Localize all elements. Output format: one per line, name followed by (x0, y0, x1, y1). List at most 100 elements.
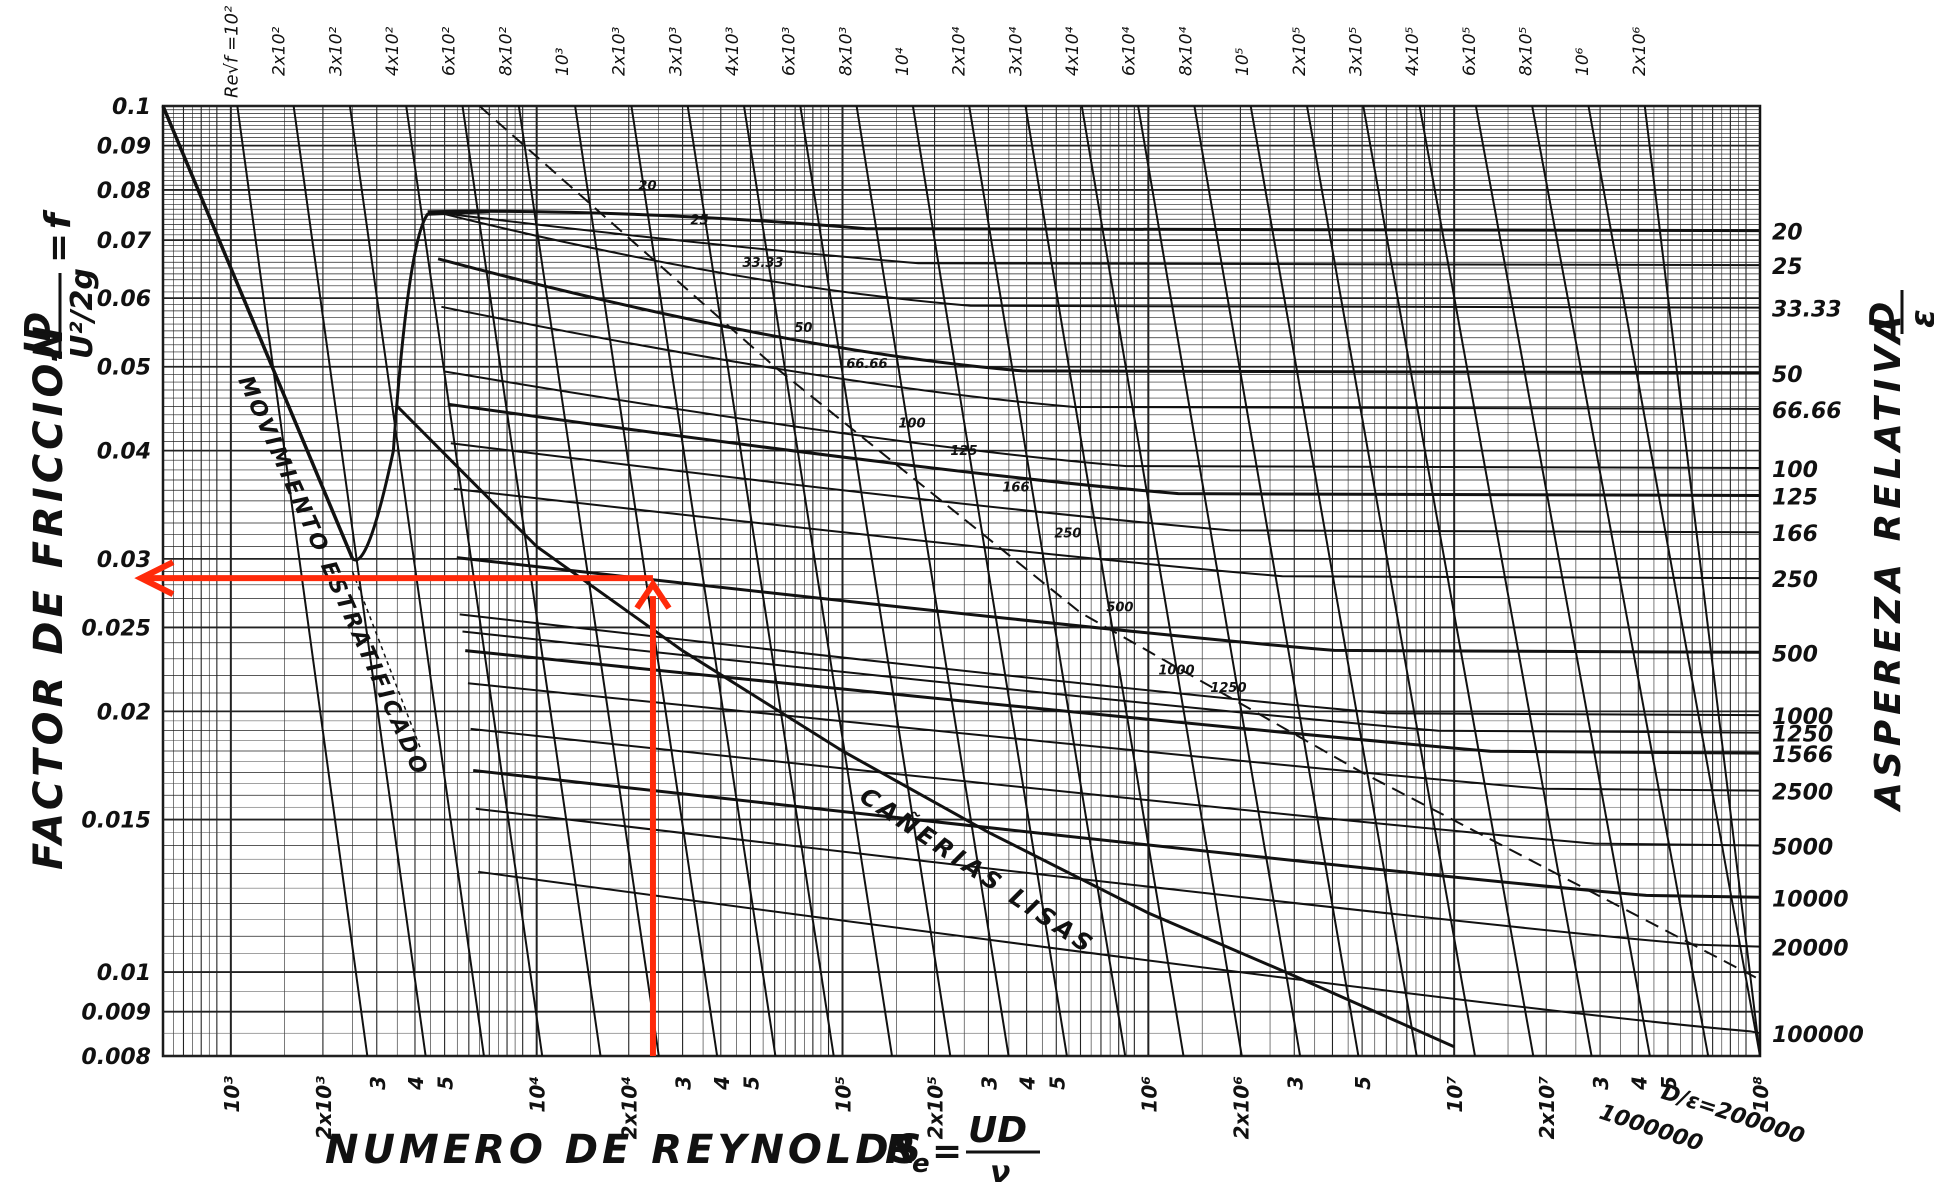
roughness-curve (431, 210, 1761, 267)
roughness-curve (444, 370, 1761, 469)
x-tick-group: 4 (404, 1076, 428, 1091)
top-tick-group: 2x10⁵ (1290, 26, 1310, 76)
y-axis-label: FACTOR DE FRICCION (26, 322, 72, 870)
top-tick-group: 8x10³ (836, 26, 856, 76)
top-tick-group: 4x10⁵ (1403, 26, 1423, 76)
roughness-label: 1250 (1772, 723, 1833, 748)
x-tick-label: 5 (739, 1076, 763, 1090)
top-tick-label: 6x10⁴ (1120, 26, 1140, 76)
x-axis-formula-num: UD (968, 1110, 1027, 1151)
roughness-curve (475, 807, 1761, 948)
x-tick-group: 10⁸ (1749, 1076, 1773, 1113)
top-tick-group: 8x10⁴ (1176, 26, 1196, 76)
top-tick-label: 3x10² (326, 26, 346, 76)
top-tick-label: 4x10³ (723, 26, 743, 76)
top-tick-group: 6x10⁴ (1120, 26, 1140, 76)
top-tick-group: 6x10³ (780, 26, 800, 76)
x-tick-group: 10³ (220, 1076, 244, 1113)
x-axis-formula-eq: = (932, 1131, 962, 1172)
roughness-curve (473, 768, 1761, 899)
x-tick-label: 2x10⁶ (1229, 1076, 1253, 1140)
roughness-inline-label: 66.66 (846, 357, 887, 372)
ref-diagonal-line (1418, 105, 1593, 1057)
y-tick-label: 0.015 (81, 809, 151, 834)
y-axis-formula-eq: = (38, 233, 79, 263)
x-axis-label: NUMERO DE REYNOLDS (325, 1127, 925, 1173)
stratified-dashed-line (351, 571, 423, 752)
roughness-label: 100 (1772, 458, 1818, 483)
x-tick-group: 10⁶ (1137, 1076, 1161, 1113)
y-tick-label: 0.009 (81, 1001, 151, 1026)
ref-diagonal-line (911, 105, 1068, 1057)
y-axis-formula-den: U²/2g (65, 268, 100, 359)
top-first-group: Re√f =10² (221, 6, 242, 98)
top-tick-group: 2x10⁶ (1630, 26, 1650, 76)
x-tick-group: 2x10⁵ (924, 1076, 948, 1139)
roughness-inline-label: 100 (898, 416, 925, 431)
x-tick-label: 3 (1283, 1076, 1307, 1090)
roughness-curve (467, 682, 1761, 792)
x-axis-formula-den: ν (990, 1155, 1010, 1184)
roughness-curve (465, 649, 1761, 755)
right-axis-label: ASPEREZA RELATIVA (1868, 311, 1909, 813)
top-tick-group: 10⁵ (1233, 47, 1253, 76)
roughness-label: 20 (1772, 221, 1803, 246)
top-tick-group: 3x10⁴ (1006, 26, 1026, 76)
x-axis-formula-prefix: R (885, 1127, 916, 1173)
ref-diagonal-line (1587, 105, 1761, 1057)
example-arrowhead-up (634, 578, 672, 610)
top-tick-label: 3x10³ (666, 26, 686, 76)
roughness-label: 166 (1772, 522, 1818, 547)
y-tick-label: 0.04 (97, 440, 151, 465)
roughness-label: 2500 (1772, 781, 1833, 806)
x-tick-label: 3 (1589, 1076, 1613, 1090)
x-tick-label: 10⁵ (832, 1076, 856, 1113)
roughness-curve (437, 257, 1761, 375)
top-tick-label: 6x10³ (780, 26, 800, 76)
ref-diagonal-line (855, 105, 1010, 1057)
x-tick-label: 10⁸ (1749, 1076, 1773, 1113)
y-tick-label: 0.05 (97, 356, 151, 381)
roughness-curve (450, 442, 1761, 534)
y-tick-label: 0.01 (97, 961, 151, 986)
y-axis-formula-sym: f (38, 209, 79, 229)
x-tick-group: 2x10⁷ (1535, 1076, 1559, 1140)
x-axis-formula-sub: e (912, 1149, 930, 1179)
roughness-inline-label: 1000 (1158, 663, 1194, 678)
y-tick-label: 0.025 (81, 616, 151, 641)
x-tick-label: 4 (710, 1076, 734, 1091)
roughness-label: 33.33 (1772, 298, 1842, 323)
x-tick-group: 5 (1657, 1076, 1681, 1090)
y-tick-label: 0.03 (97, 548, 151, 573)
top-tick-label: 3x10⁵ (1346, 26, 1366, 76)
roughness-curve (427, 209, 1761, 233)
top-tick-label: 4x10⁴ (1063, 26, 1083, 76)
top-tick-label: 10³ (553, 47, 573, 76)
roughness-label: 20000 (1772, 937, 1849, 962)
y-tick-label: 0.07 (97, 229, 152, 254)
ref-diagonal-line (630, 105, 777, 1057)
y-tick-label: 0.02 (97, 700, 151, 725)
top-tick-label: 10⁶ (1573, 47, 1593, 76)
y-tick-label: 0.08 (97, 179, 151, 204)
ref-diagonal-line (799, 105, 952, 1057)
top-tick-label: 4x10² (383, 26, 403, 76)
x-tick-group: 2x10⁴ (618, 1076, 642, 1139)
top-tick-label: 4x10⁵ (1403, 26, 1423, 76)
top-tick-label: 6x10⁵ (1460, 26, 1480, 76)
roughness-inline-label: 500 (1106, 601, 1133, 616)
roughness-inline-label: 125 (950, 444, 977, 459)
x-tick-label: 2x10⁷ (1535, 1076, 1559, 1140)
top-tick-group: 6x10⁵ (1460, 26, 1480, 76)
x-tick-group: 2x10³ (312, 1076, 336, 1140)
roughness-inline-label: 50 (794, 321, 812, 336)
x-tick-group: 3 (1589, 1076, 1613, 1090)
x-tick-group: 10⁷ (1443, 1076, 1467, 1113)
roughness-label: 100000 (1772, 1023, 1864, 1048)
x-tick-group: 2x10⁶ (1229, 1076, 1253, 1140)
roughness-inline-label: 1250 (1210, 681, 1246, 696)
roughness-curve (478, 870, 1761, 1035)
example-arrowhead-left (134, 559, 175, 597)
top-tick-label: 3x10⁴ (1006, 26, 1026, 76)
x-tick-label: 2x10⁵ (924, 1076, 948, 1139)
